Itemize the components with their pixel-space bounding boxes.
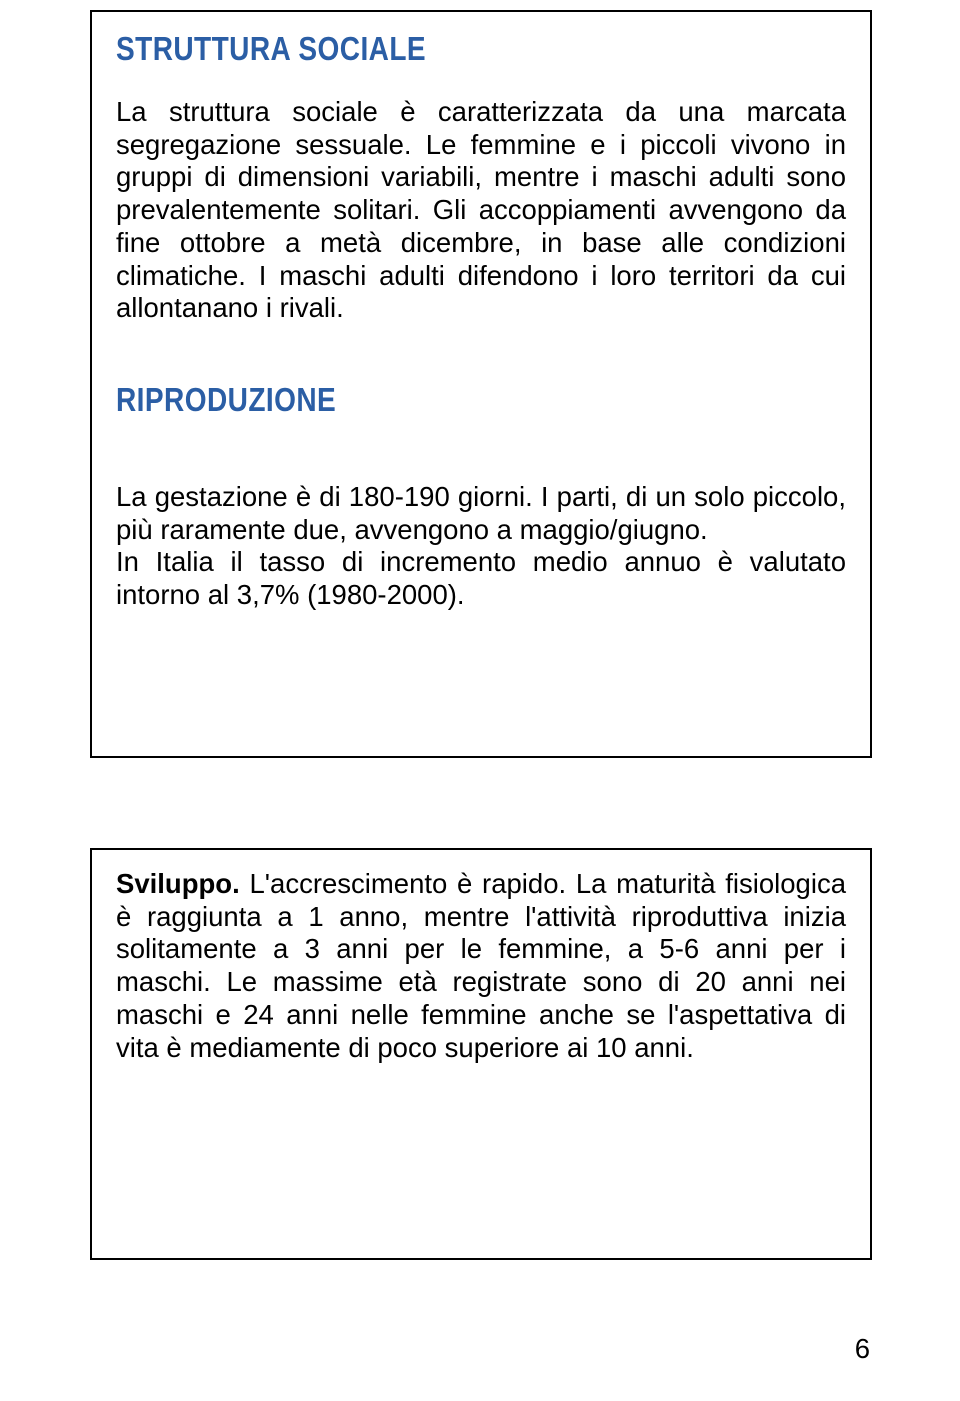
paragraph-riproduzione-2: In Italia il tasso di incremento medio a… [116,546,846,611]
paragraph-struttura: La struttura sociale è caratterizzata da… [116,96,846,325]
section-heading-riproduzione: RIPRODUZIONE [116,381,737,419]
content-box-1: STRUTTURA SOCIALE La struttura sociale è… [90,10,872,758]
section-heading-struttura: STRUTTURA SOCIALE [116,30,737,68]
page-number: 6 [855,1333,870,1365]
content-box-2: Sviluppo. L'accrescimento è rapido. La m… [90,848,872,1260]
paragraph-sviluppo: Sviluppo. L'accrescimento è rapido. La m… [116,868,846,1064]
paragraph-lead-word: Sviluppo. [116,868,240,899]
paragraph-riproduzione-1: La gestazione è di 180-190 giorni. I par… [116,481,846,546]
